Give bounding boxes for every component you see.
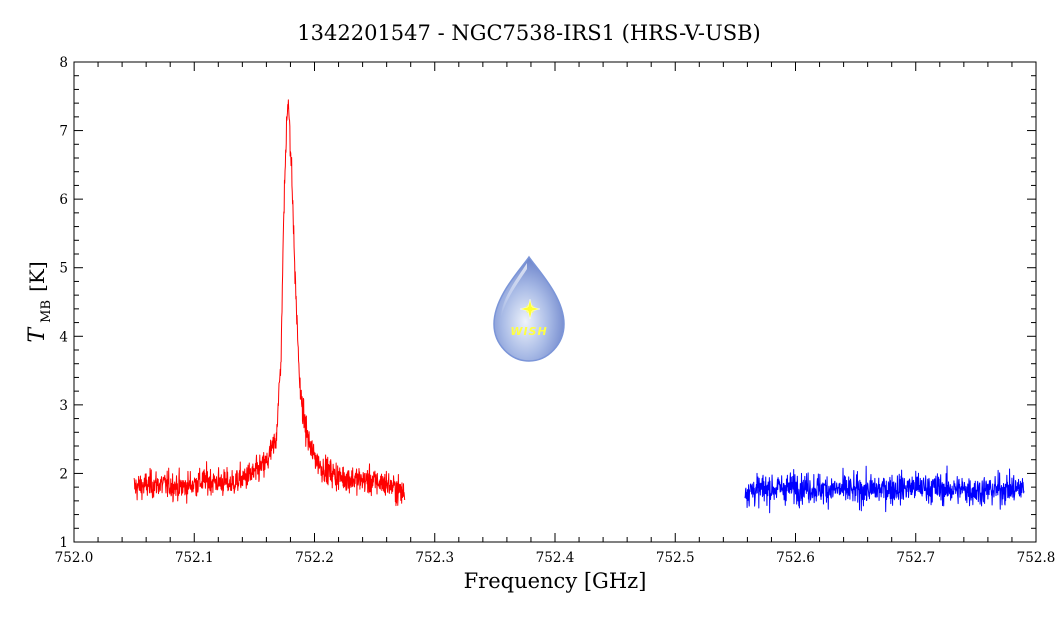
y-axis-label: T MB [K] [25,261,54,342]
spectrum-series-red [133,99,406,507]
logo-text: WISH [510,325,547,338]
x-tick-label: 752.7 [896,550,935,566]
y-tick-label: 8 [59,55,68,71]
series-layer [133,99,1025,514]
wish-logo: WISH [493,255,565,362]
x-tick-label: 752.0 [55,550,94,566]
y-tick-label: 2 [59,466,68,482]
star-icon [519,298,541,320]
axis-layer: 752.0 752.1 752.2 752.3 752.4 752.5 752.6 752.7… [55,55,1056,566]
x-tick-label: 752.8 [1017,550,1056,566]
y-tick-label: 6 [59,192,68,208]
x-tick-label: 752.6 [776,550,815,566]
y-tick-label: 1 [59,535,68,551]
chart-title: 1342201547 - NGC7538-IRS1 (HRS-V-USB) [297,21,760,45]
svg-text:T MB [K]: T MB [K] [25,261,54,342]
y-label-symbol: T [25,326,50,343]
y-tick-label: 5 [59,261,68,277]
y-label-unit: [K] [25,261,49,292]
x-tick-label: 752.1 [175,550,214,566]
x-tick-label: 752.4 [536,550,575,566]
y-tick-label: 7 [59,124,68,140]
y-tick-label: 4 [59,329,68,345]
x-tick-label: 752.5 [656,550,695,566]
y-label-subscript: MB [39,300,54,323]
spectrum-series-blue [744,465,1025,514]
x-tick-label: 752.2 [295,550,334,566]
x-axis-label: Frequency [GHz] [464,569,647,593]
x-tick-label: 752.3 [415,550,454,566]
y-tick-label: 3 [59,398,68,414]
